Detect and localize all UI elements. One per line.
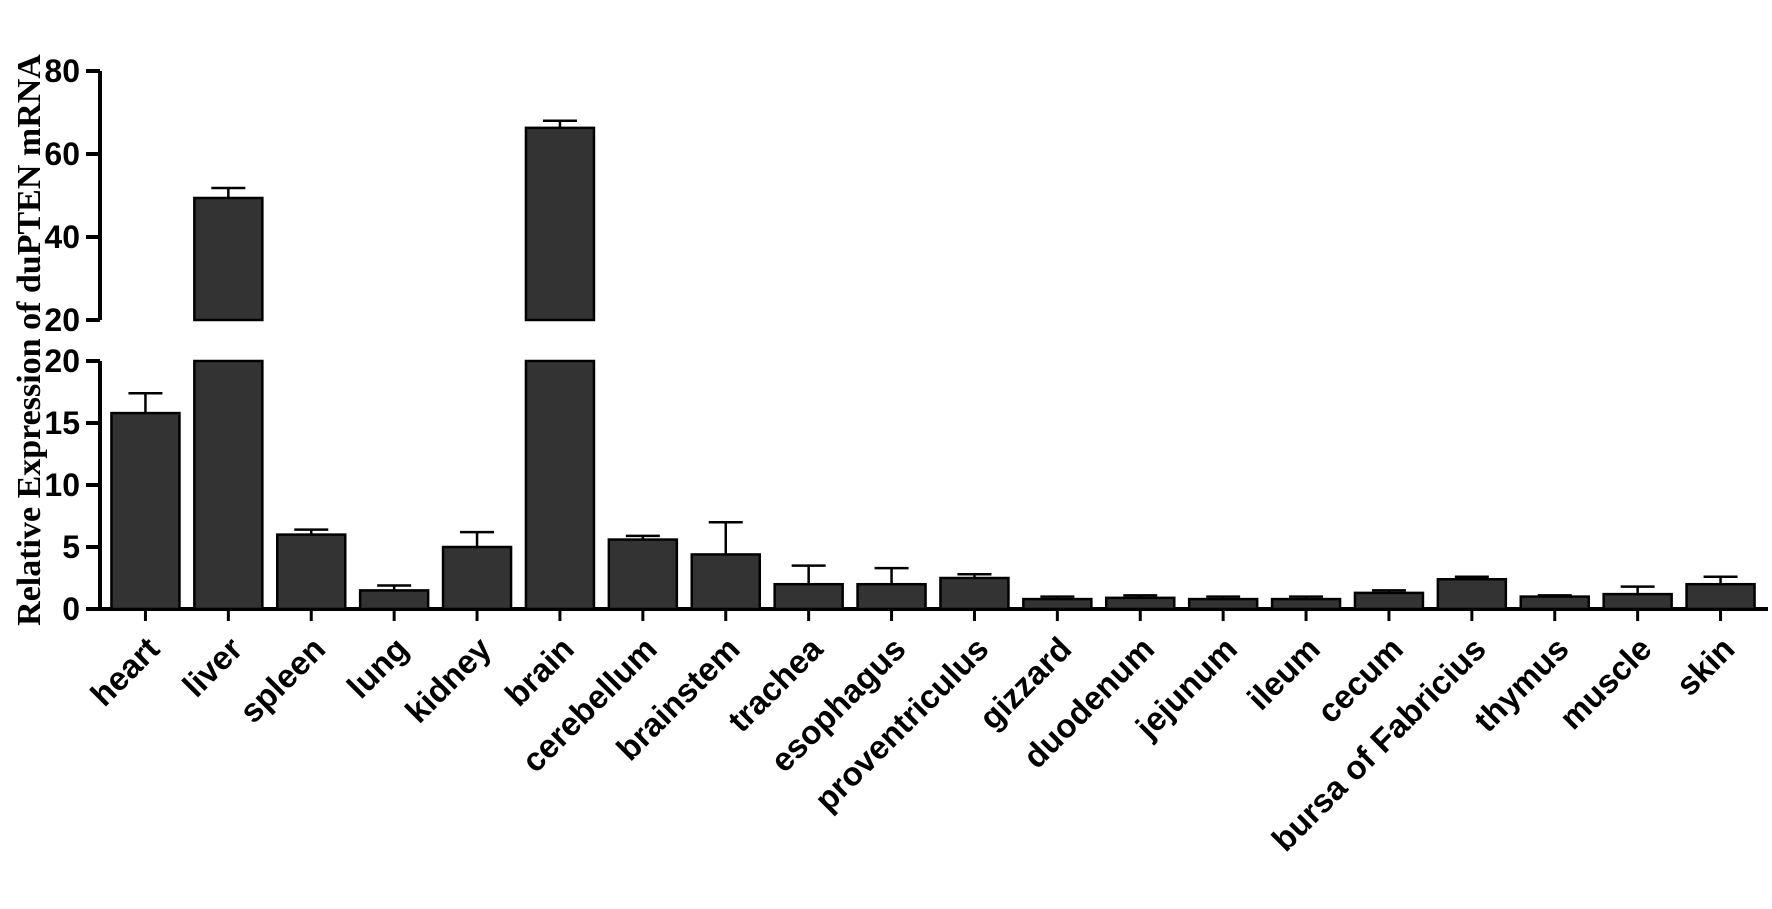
y-tick-label: 5 (62, 529, 80, 565)
bar (607, 538, 679, 611)
bar (276, 533, 347, 611)
y-tick-label: 10 (44, 467, 80, 503)
bar (773, 582, 844, 611)
y-tick-label: 60 (44, 136, 80, 172)
y-axis-title: Relative Expression of duPTEN mRNA (11, 54, 48, 626)
bar (1187, 597, 1259, 611)
y-tick-label: 40 (44, 219, 80, 255)
bar (524, 359, 596, 611)
bar (856, 582, 927, 611)
category-label: spleen (232, 630, 332, 730)
bar (441, 545, 513, 611)
bar (1685, 582, 1756, 611)
category-label: kidney (398, 629, 499, 730)
bar (1270, 597, 1342, 611)
bar (1022, 597, 1093, 611)
bar (690, 553, 761, 611)
bar (1353, 591, 1425, 611)
y-tick-label: 20 (44, 302, 80, 338)
bar (1436, 577, 1508, 611)
bar-upper-segment (524, 126, 596, 322)
category-label: heart (83, 630, 166, 713)
y-tick-label: 15 (44, 405, 80, 441)
y-tick-label: 80 (44, 53, 80, 89)
bar (939, 576, 1010, 611)
bar (110, 411, 181, 611)
bar (1105, 596, 1176, 611)
bar (1602, 592, 1673, 611)
y-tick-label: 0 (62, 591, 80, 627)
bar (193, 359, 264, 611)
bar (358, 589, 430, 611)
category-label: liver (175, 630, 249, 704)
bar (1519, 595, 1590, 611)
category-label: lung (340, 630, 415, 705)
bar-upper-segment (193, 196, 264, 322)
y-tick-label: 20 (44, 343, 80, 379)
bars (110, 119, 1756, 611)
category-label: muscle (1552, 630, 1659, 737)
category-label: skin (1669, 630, 1742, 703)
